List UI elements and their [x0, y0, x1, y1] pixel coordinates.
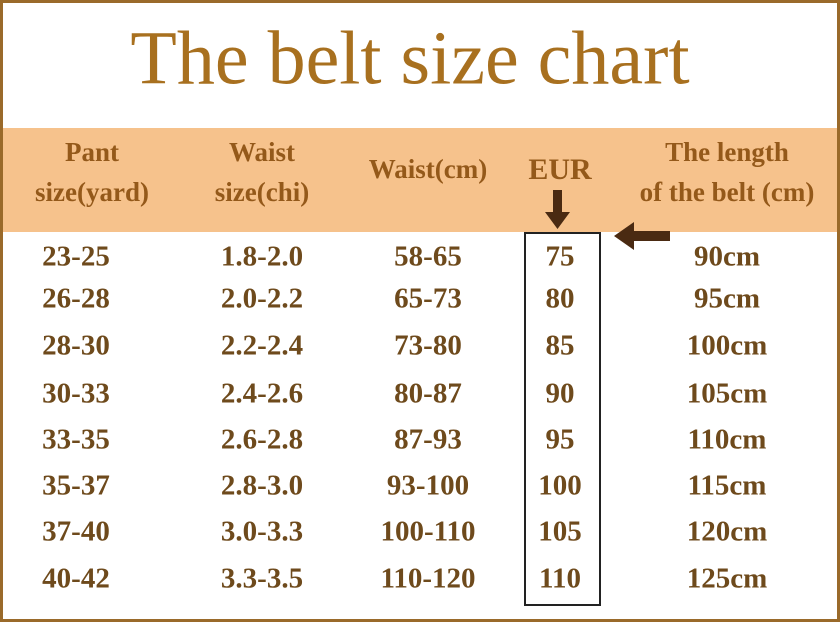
column-header: Pant	[65, 137, 119, 167]
table-cell: 40-42	[42, 563, 110, 595]
table-cell: 65-73	[394, 283, 462, 315]
column-header: size(chi)	[215, 177, 309, 207]
header-band	[0, 128, 840, 232]
table-cell: 28-30	[42, 330, 110, 362]
eur-highlight-box	[524, 232, 601, 606]
table-cell: 115cm	[688, 470, 767, 502]
table-cell: 110	[539, 563, 581, 595]
table-cell: 73-80	[394, 330, 462, 362]
table-cell: 33-35	[42, 424, 110, 456]
table-cell: 125cm	[687, 563, 768, 595]
column-header: EUR	[528, 153, 592, 186]
table-cell: 80-87	[394, 378, 462, 410]
table-cell: 3.0-3.3	[221, 516, 303, 548]
table-cell: 75	[546, 241, 575, 273]
table-cell: 2.0-2.2	[221, 283, 303, 315]
column-header: Waist(cm)	[369, 154, 487, 184]
table-cell: 2.6-2.8	[221, 424, 303, 456]
column-header: size(yard)	[35, 177, 149, 207]
column-header: Waist	[229, 137, 295, 167]
table-cell: 2.4-2.6	[221, 378, 303, 410]
table-cell: 90	[546, 378, 575, 410]
table-cell: 87-93	[394, 424, 462, 456]
table-cell: 80	[546, 283, 575, 315]
table-cell: 100-110	[380, 516, 475, 548]
table-cell: 1.8-2.0	[221, 241, 303, 273]
table-cell: 95	[546, 424, 575, 456]
table-cell: 37-40	[42, 516, 110, 548]
table-cell: 105cm	[687, 378, 768, 410]
table-cell: 23-25	[42, 241, 110, 273]
table-cell: 90cm	[694, 241, 760, 273]
table-cell: 30-33	[42, 378, 110, 410]
table-cell: 3.3-3.5	[221, 563, 303, 595]
table-cell: 26-28	[42, 283, 110, 315]
table-cell: 100cm	[687, 330, 768, 362]
table-cell: 35-37	[42, 470, 110, 502]
column-header: of the belt (cm)	[640, 177, 815, 207]
column-header: The length	[665, 137, 789, 167]
down-arrow	[545, 190, 570, 229]
table-cell: 93-100	[387, 470, 469, 502]
table-cell: 110cm	[688, 424, 767, 456]
table-cell: 110-120	[380, 563, 475, 595]
table-cell: 100	[538, 470, 582, 502]
table-cell: 105	[538, 516, 582, 548]
table-cell: 2.8-3.0	[221, 470, 303, 502]
left-arrow	[614, 222, 670, 250]
table-cell: 2.2-2.4	[221, 330, 303, 362]
table-cell: 58-65	[394, 241, 462, 273]
title: The belt size chart	[130, 16, 689, 100]
table-cell: 120cm	[687, 516, 768, 548]
table-cell: 95cm	[694, 283, 760, 315]
table-cell: 85	[546, 330, 575, 362]
